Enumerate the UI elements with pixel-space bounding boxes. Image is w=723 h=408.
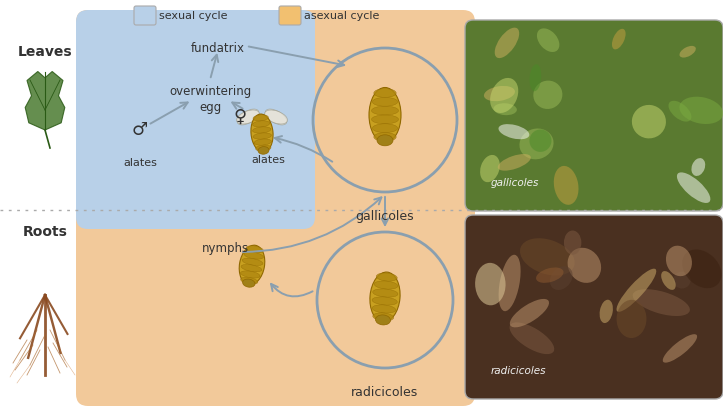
Ellipse shape [252,127,271,133]
Ellipse shape [554,166,578,205]
Ellipse shape [520,238,575,275]
Ellipse shape [669,101,691,122]
FancyBboxPatch shape [465,215,723,399]
Ellipse shape [691,158,705,176]
FancyBboxPatch shape [134,6,156,25]
Ellipse shape [617,300,646,338]
Ellipse shape [372,305,395,313]
Ellipse shape [632,105,666,138]
Ellipse shape [372,98,398,106]
Ellipse shape [494,103,517,115]
Ellipse shape [683,249,722,288]
Ellipse shape [495,28,519,58]
Ellipse shape [663,334,697,363]
Text: nymphs: nymphs [202,242,249,255]
Ellipse shape [537,29,560,52]
Ellipse shape [243,279,255,287]
FancyBboxPatch shape [76,10,475,406]
Ellipse shape [372,124,398,133]
Ellipse shape [661,271,676,290]
Ellipse shape [254,139,271,145]
Ellipse shape [241,271,260,278]
Ellipse shape [529,64,542,91]
Ellipse shape [599,300,613,323]
Ellipse shape [375,281,398,289]
Ellipse shape [253,115,268,121]
Ellipse shape [258,146,269,154]
Ellipse shape [241,277,258,284]
Ellipse shape [265,110,288,124]
Ellipse shape [265,109,287,125]
Text: fundatrix: fundatrix [191,42,245,55]
Ellipse shape [673,272,690,288]
Ellipse shape [253,133,272,139]
Ellipse shape [490,78,518,113]
Ellipse shape [497,154,531,171]
Ellipse shape [372,115,398,124]
Ellipse shape [252,121,270,127]
Ellipse shape [375,315,390,325]
Ellipse shape [550,266,573,290]
Polygon shape [25,71,65,130]
Text: gallicoles: gallicoles [491,178,539,188]
FancyBboxPatch shape [279,6,301,25]
Ellipse shape [534,81,562,109]
Ellipse shape [239,245,265,285]
Text: alates: alates [251,155,285,165]
Ellipse shape [536,268,563,283]
Ellipse shape [499,255,521,311]
Ellipse shape [246,246,263,253]
Ellipse shape [374,133,396,142]
Ellipse shape [612,29,625,49]
Ellipse shape [376,273,397,281]
Ellipse shape [633,289,690,316]
Ellipse shape [377,135,393,146]
Ellipse shape [244,252,263,259]
Ellipse shape [680,46,696,58]
Text: Roots: Roots [22,225,67,239]
Ellipse shape [677,172,711,203]
Text: gallicoles: gallicoles [356,210,414,223]
Ellipse shape [373,313,394,321]
Ellipse shape [510,299,549,327]
Ellipse shape [519,129,554,159]
Ellipse shape [564,231,581,255]
Ellipse shape [373,289,398,297]
Text: radicicoles: radicicoles [491,366,547,376]
Ellipse shape [666,246,692,276]
Text: overwintering
egg: overwintering egg [169,85,251,114]
Ellipse shape [617,268,656,312]
Ellipse shape [369,87,401,142]
Ellipse shape [372,106,398,115]
Ellipse shape [370,272,400,322]
Ellipse shape [237,109,259,125]
Ellipse shape [374,89,396,98]
Ellipse shape [242,258,263,266]
Ellipse shape [251,114,273,152]
Ellipse shape [484,86,515,101]
Text: ♂: ♂ [132,121,148,139]
Text: sexual cycle: sexual cycle [159,11,228,21]
Ellipse shape [480,155,500,182]
Ellipse shape [510,322,555,354]
Ellipse shape [236,110,260,124]
Text: asexual cycle: asexual cycle [304,11,380,21]
Text: ♀: ♀ [234,108,247,126]
Text: radicicoles: radicicoles [351,386,419,399]
FancyBboxPatch shape [76,10,315,229]
Ellipse shape [256,145,271,151]
Text: Leaves: Leaves [17,45,72,59]
Ellipse shape [499,124,529,139]
Ellipse shape [372,297,397,305]
Ellipse shape [568,248,601,283]
Text: alates: alates [123,158,157,168]
FancyBboxPatch shape [465,20,723,211]
Ellipse shape [680,97,723,124]
Ellipse shape [241,264,262,272]
Ellipse shape [529,129,552,152]
Ellipse shape [475,263,505,305]
